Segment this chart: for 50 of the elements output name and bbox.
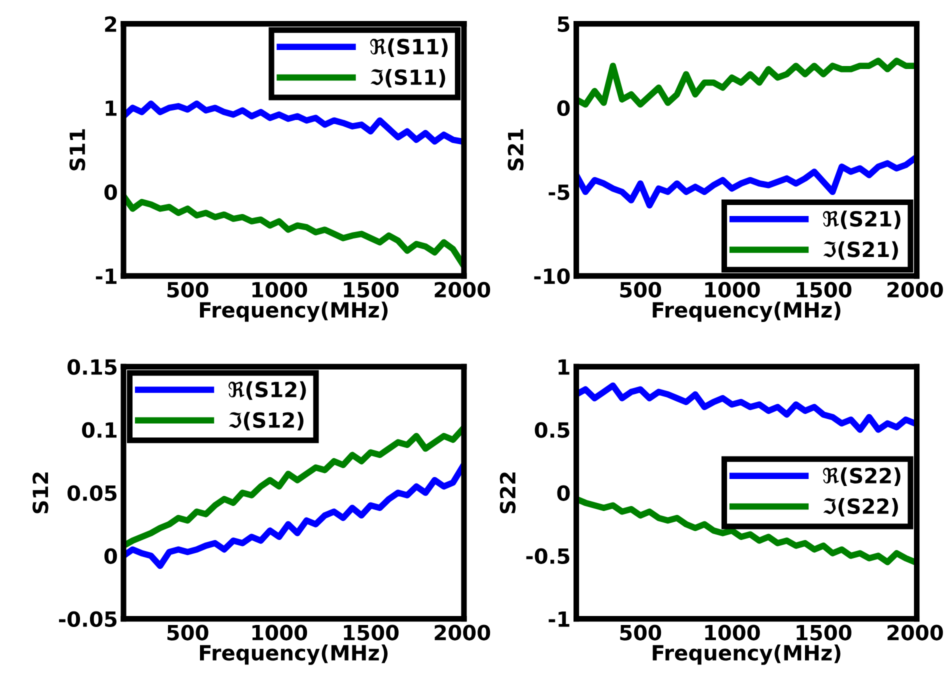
y-tick-label: 0 [104, 548, 117, 564]
legend-label: ℜ(S21) [823, 210, 900, 230]
y-tick-label: 0 [104, 184, 117, 200]
y-tick-label: 0.15 [68, 359, 116, 375]
x-tick-label: 1000 [252, 624, 308, 640]
y-tick-label: -10 [534, 268, 570, 284]
x-tick-label: 1000 [705, 282, 760, 298]
y-axis-title: S11 [69, 129, 86, 170]
x-tick-label: 1000 [705, 624, 760, 640]
y-tick-label: -0.05 [59, 611, 116, 628]
y-tick-label: -5 [548, 184, 570, 200]
x-axis-title: Frequency(MHz) [200, 302, 388, 322]
y-tick-label: -1 [96, 268, 117, 284]
y-axis-title: S12 [32, 472, 48, 514]
y-tick-label: 0.5 [534, 422, 570, 438]
x-tick-label: 2000 [888, 282, 943, 298]
legend-label: ℑ(S12) [228, 412, 304, 430]
x-tick-label: 500 [167, 282, 208, 298]
y-tick-label: -0.5 [526, 548, 570, 564]
x-tick-label: 1000 [252, 282, 308, 298]
y-tick-label: -1 [548, 612, 570, 627]
x-tick-label: 1500 [796, 282, 852, 298]
legend-label: ℑ(S22) [823, 498, 898, 517]
y-tick-label: 0.1 [82, 422, 117, 438]
x-tick-label: 1500 [796, 624, 852, 640]
y-tick-label: 0.05 [68, 485, 116, 501]
x-axis-title: Frequency(MHz) [652, 644, 840, 665]
x-tick-label: 500 [620, 624, 662, 640]
x-tick-label: 2000 [888, 624, 943, 640]
x-tick-label: 500 [620, 282, 662, 298]
x-tick-label: 2000 [434, 282, 490, 298]
y-tick-label: 2 [105, 16, 116, 32]
legend-label: ℜ(S11) [370, 38, 448, 57]
x-axis-title: Frequency(MHz) [652, 302, 840, 322]
y-axis-title: S22 [500, 472, 516, 514]
legend-label: ℜ(S22) [823, 467, 900, 486]
legend-label: ℑ(S11) [370, 68, 446, 88]
x-tick-label: 500 [167, 624, 208, 640]
legend-label: ℑ(S21) [823, 241, 898, 260]
x-tick-label: 2000 [434, 624, 490, 640]
legend-label: ℜ(S12) [228, 381, 306, 400]
y-tick-label: 0 [557, 100, 570, 116]
y-tick-label: 5 [558, 16, 570, 32]
y-tick-label: 1 [558, 359, 570, 375]
y-tick-label: 0 [557, 485, 570, 501]
x-tick-label: 1500 [344, 624, 399, 640]
y-axis-title: S21 [508, 129, 524, 170]
y-tick-label: 1 [106, 100, 117, 116]
x-axis-title: Frequency(MHz) [200, 644, 388, 665]
x-tick-label: 1500 [344, 282, 399, 298]
